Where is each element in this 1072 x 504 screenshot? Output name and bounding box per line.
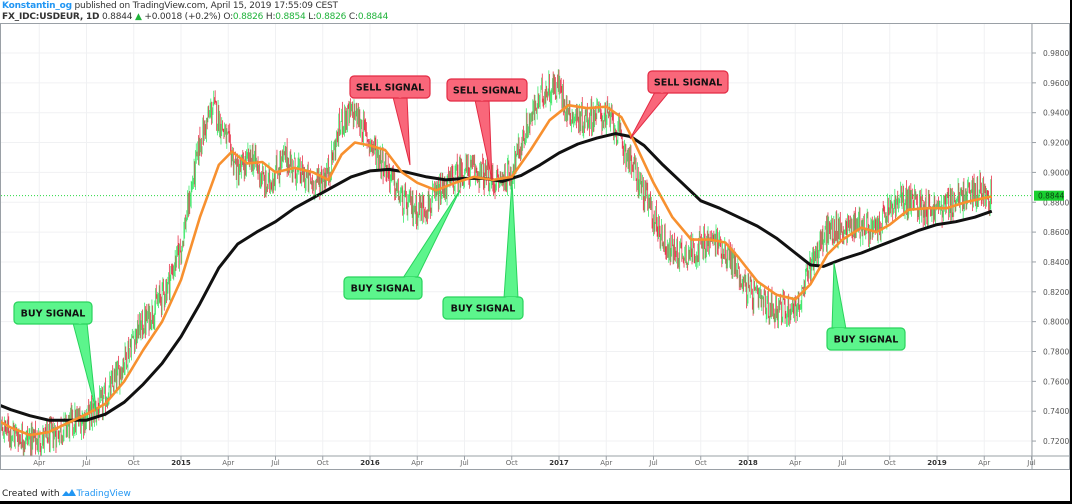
price-tick-label: 0.7600 [1043,377,1069,386]
fast-moving-average-line [1,103,993,437]
symbol-legend: FX_IDC:USDEUR, 1D 0.8844 ▲ +0.0018 (+0.2… [2,12,389,22]
time-axis[interactable]: Apr Jul Oct 2015 Apr Jul Oct 2016 Apr Jul Oct 2017 A… [33,456,1036,467]
time-tick-label: Jul [648,459,658,467]
last-price: 0.8844 [101,12,133,22]
footer: Created with TradingView [2,489,131,499]
open-value: 0.8826 [232,12,264,22]
signal-annotations: SELL SIGNAL SELL SIGNAL SELL SIGNAL BUY SIG… [13,70,906,411]
chart-frame [0,23,1070,470]
price-tick-label: 0.8600 [1043,228,1069,237]
tradingview-logo-icon [62,489,77,496]
price-tick-label: 0.9000 [1043,168,1069,177]
time-tick-label: 2016 [360,459,380,467]
up-arrow-icon: ▲ [134,12,142,22]
time-tick-label: 2018 [738,459,758,467]
published-text: published on TradingView.com, April 15, … [74,1,338,11]
time-tick-label: 2017 [549,459,569,467]
price-tick-label: 0.9600 [1043,79,1069,88]
time-tick-label: Apr [411,459,423,467]
time-tick-label: Apr [222,459,234,467]
time-tick-label: Apr [600,459,612,467]
price-tick-label: 0.8200 [1043,288,1069,297]
signal-label: SELL SIGNAL [654,78,722,89]
time-tick-label: Apr [789,459,801,467]
sell-signal-callout[interactable]: SELL SIGNAL [446,78,528,181]
tradingview-link[interactable]: TradingView [76,489,131,499]
time-tick-label: Jul [837,459,847,467]
time-tick-label: Oct [695,459,707,467]
time-tick-label: Jul [459,459,469,467]
price-tick-label: 0.8400 [1043,258,1069,267]
buy-signal-callout[interactable]: BUY SIGNAL [442,180,524,320]
close-value: 0.8844 [357,12,389,22]
time-tick-label: Jul [270,459,280,467]
slow-moving-average-line [1,132,993,422]
price-tick-label: 0.9400 [1043,109,1069,118]
price-tick-label: 0.7200 [1043,437,1069,446]
right-border [1070,0,1072,504]
price-change: +0.0018 (+0.2%) [144,12,221,22]
high-value: 0.8854 [275,12,306,22]
sell-signal-callout[interactable]: SELL SIGNAL [629,70,729,140]
publish-info: Konstantin_og published on TradingView.c… [2,1,338,11]
candles [1,69,992,456]
price-tick-label: 0.7800 [1043,348,1069,357]
time-tick-label: Jul [81,459,91,467]
bottom-border [0,501,1072,504]
buy-signal-callout[interactable]: BUY SIGNAL [826,262,906,351]
price-tick-label: 0.8000 [1043,318,1069,327]
signal-label: BUY SIGNAL [351,284,416,295]
signal-label: SELL SIGNAL [453,86,521,97]
sell-signal-callout[interactable]: SELL SIGNAL [349,75,431,166]
price-tick-label: 0.9800 [1043,49,1069,58]
time-tick-label: Oct [317,459,329,467]
time-tick-label: 2015 [171,459,191,467]
time-tick-label: Oct [884,459,896,467]
price-tick-label: 0.7400 [1043,407,1069,416]
time-tick-label: Jul [1026,459,1036,467]
time-tick-label: Apr [33,459,45,467]
time-tick-label: 2019 [927,459,947,467]
time-tick-label: Apr [978,459,990,467]
time-tick-label: Oct [128,459,140,467]
signal-label: BUY SIGNAL [451,304,516,315]
price-tick-label: 0.8800 [1043,198,1069,207]
time-tick-label: Oct [506,459,518,467]
signal-label: SELL SIGNAL [356,83,424,94]
low-value: 0.8826 [315,12,347,22]
signal-label: BUY SIGNAL [834,335,899,346]
price-tick-label: 0.9200 [1043,139,1069,148]
price-axis[interactable]: 0.9800 0.9600 0.9400 0.9200 0.9000 0.8800 0.86… [1032,49,1069,446]
author-link[interactable]: Konstantin_og [2,1,72,11]
buy-signal-callout[interactable]: BUY SIGNAL [343,189,461,300]
signal-label: BUY SIGNAL [21,309,86,320]
symbol-name: FX_IDC:USDEUR, 1D [2,12,100,22]
current-price-badge: 0.8844 [1038,192,1064,201]
buy-signal-callout[interactable]: BUY SIGNAL [13,301,97,411]
